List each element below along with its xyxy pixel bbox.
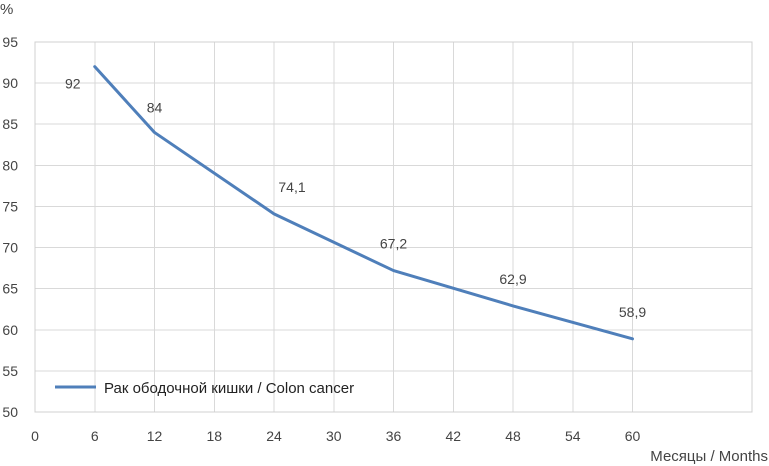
y-tick-label: 75 bbox=[2, 198, 18, 214]
x-tick-label: 60 bbox=[625, 428, 641, 444]
y-tick-label: 65 bbox=[2, 281, 18, 297]
x-tick-label: 42 bbox=[445, 428, 461, 444]
y-tick-label: 55 bbox=[2, 363, 18, 379]
plot-area bbox=[34, 41, 753, 413]
x-tick-label: 30 bbox=[326, 428, 342, 444]
x-tick-label: 36 bbox=[386, 428, 402, 444]
data-label: 84 bbox=[147, 99, 163, 115]
legend-label: Рак ободочной кишки / Colon cancer bbox=[104, 380, 354, 397]
y-tick-label: 80 bbox=[2, 157, 18, 173]
x-tick-label: 18 bbox=[206, 428, 222, 444]
y-tick-label: 50 bbox=[2, 404, 18, 420]
x-tick-label: 54 bbox=[565, 428, 581, 444]
y-tick-label: 90 bbox=[2, 75, 18, 91]
y-tick-label: 85 bbox=[2, 116, 18, 132]
x-axis-ticks: 0 6 12 18 24 30 36 42 48 54 60 bbox=[31, 428, 640, 444]
y-tick-label: 70 bbox=[2, 240, 18, 256]
x-tick-label: 48 bbox=[505, 428, 521, 444]
x-tick-label: 6 bbox=[91, 428, 99, 444]
data-label: 74,1 bbox=[278, 179, 305, 195]
x-axis-label: Месяцы / Months bbox=[650, 448, 768, 465]
y-axis-label: % bbox=[0, 1, 13, 18]
y-axis-ticks: 50 55 60 65 70 75 80 85 90 95 bbox=[2, 34, 18, 420]
legend: Рак ободочной кишки / Colon cancer bbox=[55, 380, 354, 397]
x-tick-label: 0 bbox=[31, 428, 39, 444]
data-label: 92 bbox=[65, 76, 81, 92]
y-tick-label: 95 bbox=[2, 34, 18, 50]
vertical-grid-lines bbox=[34, 42, 753, 412]
data-label: 67,2 bbox=[380, 236, 407, 252]
y-tick-label: 60 bbox=[2, 322, 18, 338]
data-labels: 92 84 74,1 67,2 62,9 58,9 bbox=[65, 76, 646, 320]
x-tick-label: 12 bbox=[147, 428, 163, 444]
data-label: 58,9 bbox=[619, 304, 646, 320]
series-line-colon-cancer bbox=[93, 65, 634, 341]
x-tick-label: 24 bbox=[266, 428, 282, 444]
data-label: 62,9 bbox=[499, 271, 526, 287]
